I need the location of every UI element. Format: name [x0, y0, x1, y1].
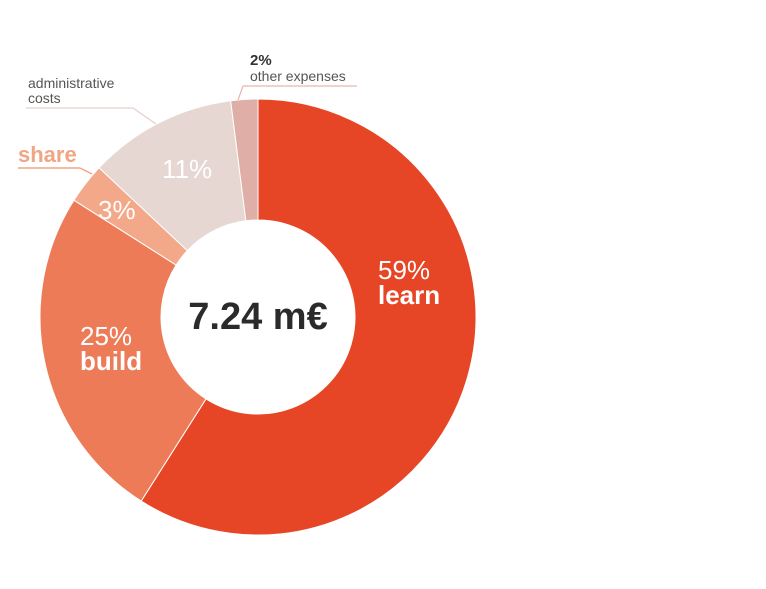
other-expenses-percent: 2%	[250, 52, 272, 69]
other-expenses-label: other expenses	[250, 68, 346, 84]
share-leader-diagonal	[79, 167, 93, 175]
admin-costs-leader-diagonal	[132, 107, 157, 125]
slice-build	[39, 199, 207, 502]
slices-group	[39, 98, 477, 536]
slice-other-expenses	[230, 98, 259, 222]
build-label: build	[80, 346, 142, 376]
learn-label: learn	[378, 280, 440, 310]
share-percent: 3%	[98, 195, 136, 225]
admin-costs-label-line2: costs	[28, 90, 61, 106]
center-total: 7.24 m€	[188, 296, 327, 338]
other-expenses-leader-diagonal	[237, 85, 244, 101]
learn-percent: 59%	[378, 255, 430, 285]
admin-costs-percent: 11%	[162, 154, 212, 184]
share-label: share	[18, 142, 77, 167]
build-percent: 25%	[80, 321, 132, 351]
slice-learn	[140, 98, 477, 536]
admin-costs-label-line1: administrative	[28, 75, 115, 91]
